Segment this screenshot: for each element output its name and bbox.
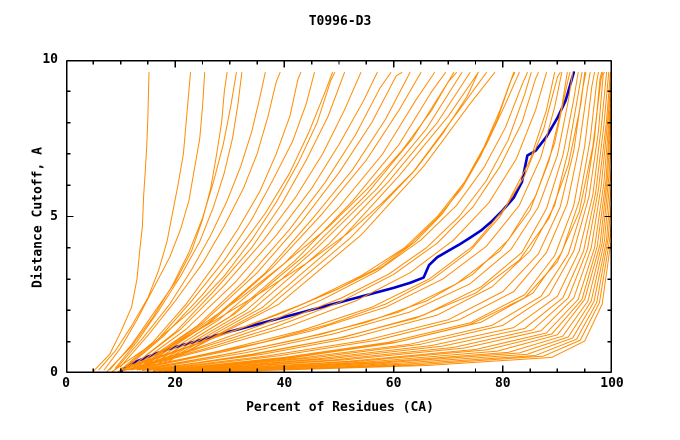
- prediction-curve: [180, 97, 612, 373]
- prediction-curve: [202, 209, 612, 373]
- plot-area: [66, 60, 612, 373]
- prediction-curve: [174, 72, 612, 372]
- prediction-curve: [141, 72, 574, 371]
- highlight-curve: [119, 71, 576, 373]
- prediction-curve: [191, 172, 612, 373]
- prediction-curve: [147, 72, 436, 366]
- prediction-curve: [163, 72, 605, 372]
- x-tick-label: 40: [276, 376, 293, 391]
- prediction-curve: [92, 72, 150, 372]
- prediction-curve: [131, 72, 345, 368]
- prediction-curve: [125, 72, 333, 369]
- prediction-curve: [169, 72, 611, 372]
- page-title: T0996-D3: [308, 14, 372, 29]
- prediction-curve: [152, 72, 591, 371]
- prediction-curve: [171, 72, 604, 371]
- prediction-curve: [114, 72, 266, 371]
- prediction-curve: [120, 72, 281, 368]
- prediction-curve: [139, 72, 571, 371]
- prediction-curve: [131, 72, 547, 370]
- prediction-curve: [147, 72, 587, 371]
- prediction-curve: [131, 72, 362, 368]
- prediction-curve: [180, 78, 612, 373]
- prediction-curve: [109, 72, 228, 371]
- prediction-curve: [163, 72, 608, 372]
- prediction-curve: [163, 72, 487, 365]
- prediction-curve: [169, 72, 496, 361]
- x-axis-label: Percent of Residues (CA): [246, 400, 434, 415]
- prediction-curve: [196, 190, 612, 373]
- prediction-curve: [114, 72, 243, 369]
- prediction-curve: [136, 72, 392, 368]
- prediction-curve: [141, 72, 403, 366]
- prediction-curve: [98, 72, 191, 371]
- prediction-curve: [117, 72, 516, 372]
- prediction-curve: [163, 72, 479, 363]
- prediction-curve: [169, 72, 610, 372]
- y-tick-label: 0: [50, 365, 58, 380]
- x-tick-label: 0: [62, 376, 70, 391]
- prediction-curve: [185, 134, 612, 373]
- prediction-curve: [147, 72, 583, 371]
- x-tick-label: 60: [385, 376, 402, 391]
- prediction-curve: [185, 112, 612, 373]
- prediction-curve: [103, 72, 206, 371]
- prediction-curve: [106, 72, 237, 372]
- prediction-curve: [111, 72, 336, 372]
- prediction-curve: [155, 72, 586, 370]
- y-tick-label: 5: [50, 208, 58, 224]
- prediction-curve: [128, 72, 532, 371]
- x-tick-label: 80: [494, 376, 511, 391]
- x-tick-label: 100: [600, 376, 624, 391]
- prediction-curve: [122, 72, 561, 371]
- prediction-curve: [147, 72, 422, 365]
- prediction-curve: [174, 72, 612, 373]
- prediction-curve: [125, 72, 539, 371]
- prediction-curve: [158, 72, 463, 363]
- prediction-curve: [158, 72, 471, 365]
- axis-frame: [66, 60, 612, 373]
- prediction-curve: [136, 72, 378, 366]
- x-tick-label: 20: [167, 376, 184, 391]
- prediction-curve: [152, 72, 596, 372]
- prediction-curve: [131, 72, 556, 371]
- prediction-curve: [120, 72, 302, 371]
- prediction-curve: [144, 72, 455, 365]
- prediction-curve: [125, 72, 528, 371]
- curves-layer: [92, 71, 612, 373]
- prediction-curve: [125, 72, 315, 368]
- prediction-curve: [133, 72, 479, 368]
- y-tick-label: 10: [42, 52, 58, 67]
